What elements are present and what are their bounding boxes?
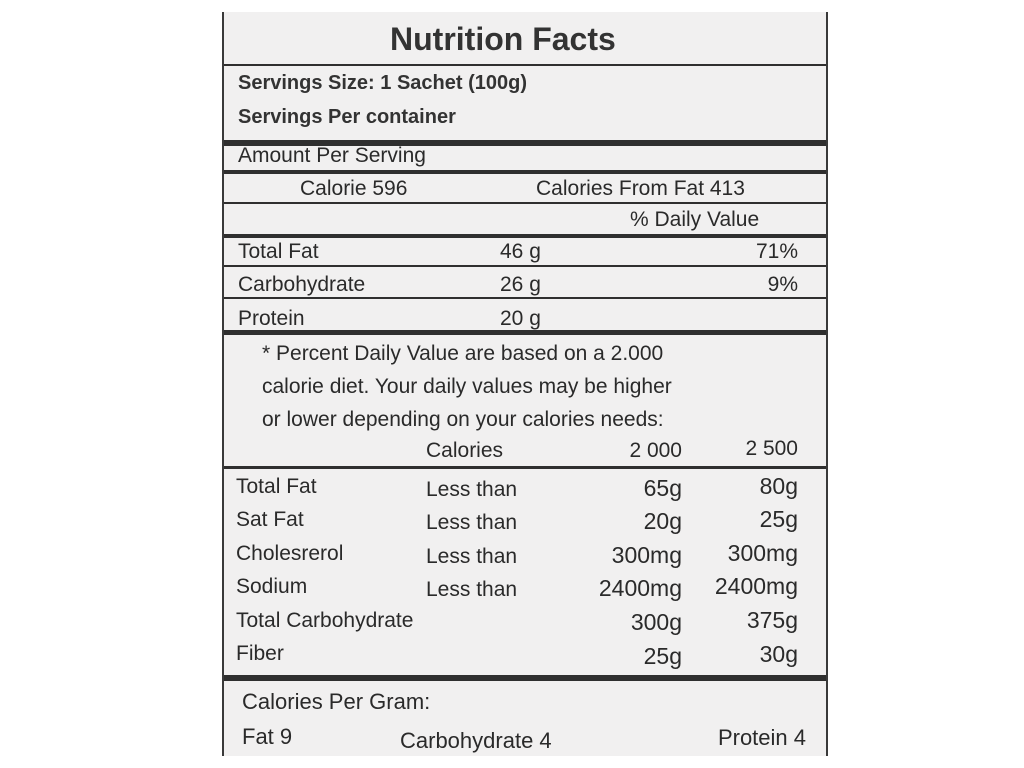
daily-value-header: % Daily Value <box>630 208 760 231</box>
nutrient-amount: 46 g <box>500 240 541 263</box>
reference-row-qualifier: Less than <box>426 511 518 534</box>
divider <box>224 64 826 66</box>
reference-row-qualifier: Less than <box>426 545 518 568</box>
reference-row-value: 80g <box>759 473 798 499</box>
reference-row-qualifier: Less than <box>426 478 518 501</box>
thick-divider <box>224 140 826 146</box>
serving-size: Servings Size: 1 Sachet (100g) <box>238 72 528 94</box>
label-title: Nutrition Facts <box>390 21 616 57</box>
calories-per-gram-fat: Fat 9 <box>242 724 293 749</box>
reference-row-value: 2400mg <box>598 575 682 601</box>
calories-from-fat: Calories From Fat 413 <box>536 177 745 200</box>
reference-calories-label: Calories <box>426 439 504 462</box>
reference-row-name: Sodium <box>236 575 308 598</box>
reference-row-value: 2400mg <box>714 573 798 599</box>
reference-row-name: Total Fat <box>236 475 317 498</box>
reference-row-value: 375g <box>746 607 798 633</box>
nutrient-amount: 20 g <box>500 307 541 330</box>
reference-row-name: Cholesrerol <box>236 542 344 565</box>
calories-per-gram-heading: Calories Per Gram: <box>242 689 431 714</box>
reference-row-name: Total Carbohydrate <box>236 609 414 632</box>
nutrient-name: Carbohydrate <box>238 273 366 296</box>
footnote-line: calorie diet. Your daily values may be h… <box>262 375 672 398</box>
reference-row-value: 25g <box>643 643 682 669</box>
divider <box>224 234 826 238</box>
calories-per-gram-protein: Protein 4 <box>717 725 806 750</box>
nutrient-amount: 26 g <box>500 273 541 296</box>
calories-per-gram-carbohydrate: Carbohydrate 4 <box>400 728 552 753</box>
servings-per-container: Servings Per container <box>238 106 456 128</box>
footnote-line: or lower depending on your calories need… <box>262 408 664 431</box>
thick-divider <box>224 675 826 681</box>
reference-row-value: 65g <box>643 475 682 501</box>
reference-row-name: Fiber <box>236 642 284 665</box>
reference-row-value: 30g <box>759 641 798 667</box>
thick-divider <box>224 330 826 335</box>
nutrient-dv: 71% <box>755 240 798 263</box>
reference-row-name: Sat Fat <box>236 508 304 531</box>
reference-col-2000: 2 000 <box>629 439 682 462</box>
reference-row-value: 25g <box>759 506 798 532</box>
reference-row-value: 300g <box>630 609 682 635</box>
divider <box>224 202 826 204</box>
amount-per-serving: Amount Per Serving <box>238 144 426 167</box>
divider <box>224 466 826 469</box>
nutrition-label: Nutrition Facts Servings Size: 1 Sachet … <box>222 12 828 756</box>
nutrient-name: Protein <box>238 307 305 330</box>
reference-row-value: 20g <box>643 508 682 534</box>
reference-row-value: 300mg <box>611 542 682 568</box>
calories: Calorie 596 <box>300 177 408 200</box>
nutrient-name: Total Fat <box>238 240 319 263</box>
divider <box>224 297 826 299</box>
reference-row-value: 300mg <box>727 540 798 566</box>
divider <box>224 170 826 174</box>
reference-col-2500: 2 500 <box>745 437 798 460</box>
divider <box>224 265 826 267</box>
nutrient-dv: 9% <box>767 273 798 296</box>
footnote-line: * Percent Daily Value are based on a 2.0… <box>262 342 664 365</box>
reference-row-qualifier: Less than <box>426 578 518 601</box>
